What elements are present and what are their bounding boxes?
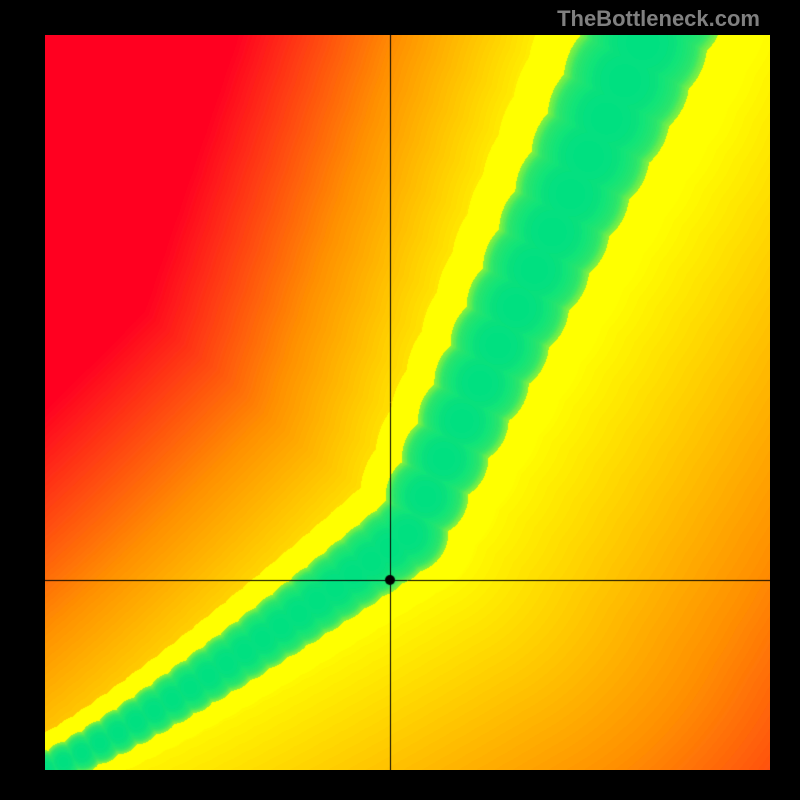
watermark-text: TheBottleneck.com: [557, 6, 760, 32]
bottleneck-heatmap: [45, 35, 770, 770]
chart-container: TheBottleneck.com: [0, 0, 800, 800]
